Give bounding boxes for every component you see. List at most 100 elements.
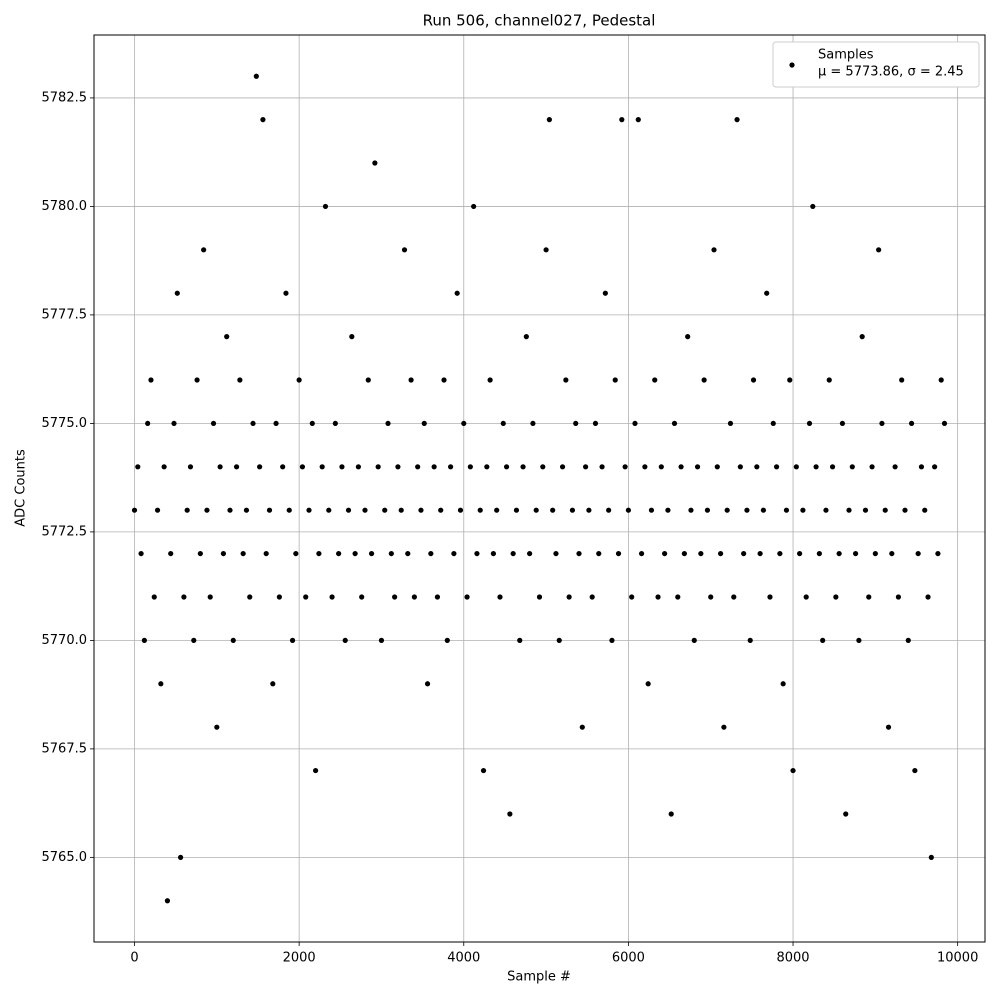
point [872, 550, 878, 557]
point [704, 507, 711, 513]
point [737, 464, 743, 470]
legend: Samples μ = 5773.86, σ = 2.45 [772, 41, 980, 88]
point [691, 637, 697, 643]
point [395, 464, 401, 470]
point [754, 464, 760, 470]
point [329, 594, 335, 600]
point [454, 290, 460, 296]
point [266, 507, 273, 513]
point [876, 247, 882, 253]
point [457, 507, 464, 513]
y-axis-label: ADC Counts [14, 449, 29, 527]
y-tick-label: 5780.0 [42, 199, 88, 214]
x-tick-label: 2000 [283, 951, 316, 966]
point [385, 420, 391, 427]
point [510, 550, 516, 557]
point [263, 550, 269, 557]
point [280, 464, 286, 470]
point [780, 681, 786, 687]
point [615, 550, 622, 557]
x-tick-label: 6000 [612, 951, 645, 966]
point [852, 550, 859, 557]
point [938, 377, 944, 383]
point [145, 420, 151, 427]
point [582, 464, 589, 470]
point [444, 637, 450, 643]
x-tick-label: 0 [130, 951, 138, 966]
point [645, 681, 651, 687]
point [359, 594, 365, 600]
point [487, 377, 493, 383]
point [803, 594, 809, 600]
point [862, 507, 869, 513]
point [675, 594, 681, 600]
point [247, 594, 253, 600]
point [523, 334, 529, 340]
point [573, 420, 579, 427]
point [447, 464, 454, 470]
y-tick-label: 5782.5 [42, 90, 88, 105]
point [790, 767, 796, 774]
points [131, 73, 948, 904]
point [434, 594, 441, 600]
point [194, 377, 200, 383]
point [609, 637, 615, 643]
point [895, 594, 902, 600]
point [635, 117, 641, 123]
point [717, 550, 724, 557]
point [787, 377, 793, 383]
point [655, 594, 661, 600]
point [747, 637, 753, 643]
point [770, 420, 776, 427]
point [500, 420, 506, 427]
point [671, 420, 678, 427]
point [135, 464, 141, 470]
point [918, 464, 925, 470]
point [586, 507, 592, 513]
point [490, 550, 497, 557]
point [800, 507, 806, 513]
point [566, 594, 572, 600]
point [810, 203, 816, 210]
point [820, 637, 826, 643]
x-tick-label: 4000 [447, 951, 480, 966]
point [905, 637, 911, 643]
point [253, 73, 259, 79]
point [214, 724, 220, 730]
point [576, 550, 582, 557]
point [494, 507, 500, 513]
point [708, 594, 714, 600]
point [889, 550, 895, 557]
point [230, 637, 236, 643]
point [859, 334, 865, 340]
point [296, 377, 302, 383]
point [826, 377, 832, 383]
point [866, 594, 872, 600]
point [836, 550, 842, 557]
point [793, 464, 799, 470]
point [451, 550, 457, 557]
point [201, 247, 207, 253]
point [662, 550, 668, 557]
point [517, 637, 523, 643]
point [658, 464, 664, 470]
point [401, 247, 408, 253]
point [378, 637, 385, 643]
point [273, 420, 279, 427]
point [355, 464, 362, 470]
point [154, 507, 161, 513]
point [678, 464, 684, 470]
point [714, 464, 720, 470]
point [833, 594, 839, 600]
point [342, 637, 348, 643]
point [286, 507, 292, 513]
point [599, 464, 605, 470]
point [892, 464, 898, 470]
point [685, 334, 691, 340]
point [148, 377, 154, 383]
point [882, 507, 888, 513]
point [694, 464, 701, 470]
point [546, 117, 552, 123]
point [797, 550, 803, 557]
point [368, 550, 375, 557]
